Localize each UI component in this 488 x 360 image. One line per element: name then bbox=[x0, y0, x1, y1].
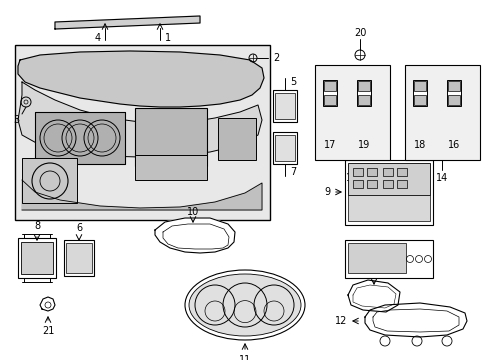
Text: 15: 15 bbox=[345, 173, 357, 183]
Text: 20: 20 bbox=[353, 28, 366, 38]
Bar bbox=[382, 168, 392, 176]
Text: 10: 10 bbox=[186, 207, 199, 217]
Bar bbox=[396, 180, 406, 188]
Bar bbox=[347, 163, 429, 195]
Bar bbox=[352, 168, 362, 176]
Text: 13: 13 bbox=[367, 265, 379, 275]
Text: 4: 4 bbox=[95, 33, 101, 43]
Bar bbox=[404, 65, 479, 160]
Bar bbox=[446, 80, 460, 106]
Bar bbox=[366, 180, 376, 188]
Text: 11: 11 bbox=[238, 355, 251, 360]
Ellipse shape bbox=[189, 274, 301, 336]
Text: 2: 2 bbox=[272, 53, 279, 63]
Bar bbox=[357, 81, 369, 91]
Bar bbox=[272, 90, 296, 122]
Bar bbox=[447, 81, 459, 91]
Bar bbox=[413, 81, 425, 91]
Bar bbox=[324, 81, 335, 91]
Bar bbox=[324, 95, 335, 105]
Polygon shape bbox=[347, 280, 399, 312]
Polygon shape bbox=[364, 303, 466, 337]
Bar bbox=[274, 93, 294, 119]
Polygon shape bbox=[155, 218, 235, 253]
Text: 16: 16 bbox=[447, 140, 459, 150]
Polygon shape bbox=[55, 16, 200, 29]
Bar bbox=[356, 80, 370, 106]
Bar bbox=[15, 45, 269, 220]
Bar bbox=[314, 65, 389, 160]
Bar bbox=[347, 243, 405, 273]
Polygon shape bbox=[40, 297, 55, 311]
Bar bbox=[135, 155, 206, 180]
Text: 19: 19 bbox=[357, 140, 369, 150]
Bar bbox=[366, 168, 376, 176]
Text: 1: 1 bbox=[164, 33, 171, 43]
Bar bbox=[357, 95, 369, 105]
Bar bbox=[345, 160, 432, 225]
Bar bbox=[21, 242, 53, 274]
Text: 14: 14 bbox=[435, 173, 447, 183]
Bar bbox=[274, 135, 294, 161]
Bar bbox=[135, 108, 206, 166]
Text: 12: 12 bbox=[334, 316, 346, 326]
Bar bbox=[413, 95, 425, 105]
Text: 6: 6 bbox=[76, 223, 82, 233]
Bar bbox=[22, 158, 77, 203]
Bar bbox=[18, 238, 56, 278]
Text: 21: 21 bbox=[42, 326, 54, 336]
Ellipse shape bbox=[184, 270, 305, 340]
Text: 9: 9 bbox=[323, 187, 329, 197]
Bar bbox=[347, 195, 429, 221]
Bar bbox=[323, 80, 336, 106]
Bar bbox=[35, 112, 125, 164]
Bar bbox=[447, 95, 459, 105]
Bar bbox=[352, 180, 362, 188]
Bar bbox=[272, 132, 296, 164]
Polygon shape bbox=[22, 180, 262, 210]
Bar bbox=[66, 243, 92, 273]
Text: 18: 18 bbox=[413, 140, 425, 150]
Bar bbox=[218, 118, 256, 160]
Polygon shape bbox=[18, 51, 264, 107]
Text: 17: 17 bbox=[323, 140, 336, 150]
Bar bbox=[396, 168, 406, 176]
Text: 3: 3 bbox=[13, 115, 19, 125]
Polygon shape bbox=[18, 82, 262, 157]
Text: 5: 5 bbox=[289, 77, 296, 87]
Bar bbox=[412, 80, 426, 106]
Bar bbox=[345, 240, 432, 278]
Text: 7: 7 bbox=[289, 167, 296, 177]
Text: 8: 8 bbox=[34, 221, 40, 231]
Bar bbox=[382, 180, 392, 188]
Bar bbox=[64, 240, 94, 276]
